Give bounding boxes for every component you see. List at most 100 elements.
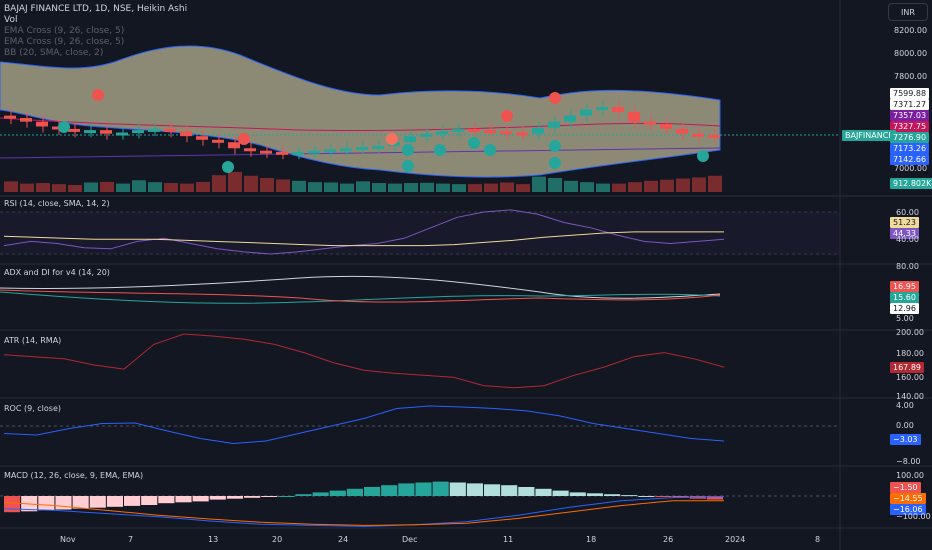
macd-axis-label: 100.00 xyxy=(896,471,924,480)
currency-button[interactable]: INR xyxy=(888,3,928,21)
signal-marker xyxy=(501,110,513,122)
legend-faded-1: EMA Cross (9, 26, close, 5) xyxy=(4,26,125,36)
candle xyxy=(372,145,384,149)
volume-bar xyxy=(100,181,114,192)
adx-label: ADX and DI for v4 (14, 20) xyxy=(4,268,110,277)
volume-bar xyxy=(580,182,594,192)
macd-hist-bar xyxy=(535,488,552,496)
chart-legend: BAJAJ FINANCE LTD, 1D, NSE, Heikin Ashi … xyxy=(4,4,187,59)
candle xyxy=(68,128,80,132)
macd-hist-bar xyxy=(621,495,638,497)
candle xyxy=(436,131,448,135)
macd-hist-bar xyxy=(124,496,141,506)
candle xyxy=(580,109,592,116)
macd-hist-bar xyxy=(655,496,672,497)
signal-marker xyxy=(58,121,70,133)
macd-hist-bar xyxy=(381,485,398,496)
volume-bar xyxy=(516,184,530,192)
legend-faded-3: BB (20, SMA, close, 2) xyxy=(4,48,104,58)
macd-hist-bar xyxy=(569,492,586,496)
time-axis-label: 18 xyxy=(586,535,597,544)
volume-bar xyxy=(388,183,402,192)
candle xyxy=(276,151,288,155)
roc-axis-label: −8.00 xyxy=(896,457,921,466)
price-tag: 7173.26 xyxy=(890,143,930,154)
macd-hist-bar xyxy=(261,496,278,497)
volume-tag: 912.802K xyxy=(890,178,932,189)
macd-hist-bar xyxy=(415,482,432,496)
signal-marker xyxy=(386,133,398,145)
atr-axis-label: 140.00 xyxy=(896,392,924,401)
signal-marker xyxy=(468,137,480,149)
adx-tag: 16.95 xyxy=(890,281,919,292)
volume-bar xyxy=(500,182,514,192)
rsi-pane xyxy=(0,209,840,255)
candle xyxy=(84,130,96,134)
macd-hist-bar xyxy=(586,493,603,496)
candle xyxy=(628,112,640,122)
price-axis-label: 8000.00 xyxy=(894,49,928,58)
candle xyxy=(116,132,128,136)
volume-bar xyxy=(612,183,626,192)
legend-faded-2: EMA Cross (9, 26, close, 5) xyxy=(4,37,125,47)
signal-marker xyxy=(549,92,561,104)
volume-bar xyxy=(4,181,18,192)
volume-bar xyxy=(404,183,418,192)
symbol-tag: BAJFINANCE xyxy=(842,130,897,141)
macd-hist-bar xyxy=(398,483,415,496)
price-axis-label: 7800.00 xyxy=(894,72,928,81)
candle xyxy=(180,131,192,137)
macd-hist-bar xyxy=(346,488,363,496)
adx-pane xyxy=(0,275,721,304)
candle xyxy=(484,130,496,134)
macd-hist-bar xyxy=(432,481,449,496)
price-tag: 7276.90 xyxy=(890,132,930,143)
volume-bar xyxy=(564,180,578,192)
volume-bar xyxy=(228,171,242,192)
adx-line xyxy=(0,275,721,299)
volume-bar xyxy=(420,182,434,192)
macd-hist-bar xyxy=(449,482,466,496)
volume-bar xyxy=(484,183,498,192)
volume-bar xyxy=(68,185,82,192)
price-axis-label: 7000.00 xyxy=(894,164,928,173)
candle xyxy=(292,151,304,155)
signal-marker xyxy=(92,89,104,101)
macd-hist-bar xyxy=(706,496,723,500)
price-axis-label: 8200.00 xyxy=(894,26,928,35)
candle xyxy=(20,118,32,122)
candle xyxy=(468,128,480,132)
roc-line xyxy=(3,405,725,445)
atr-line xyxy=(3,333,725,389)
rsi-label: RSI (14, close, SMA, 14, 2) xyxy=(4,199,110,208)
rsi-line xyxy=(3,209,725,255)
macd-hist-bar xyxy=(141,496,158,505)
volume-bar xyxy=(532,176,546,192)
candle xyxy=(660,124,672,129)
candle xyxy=(164,128,176,132)
time-axis-label: 7 xyxy=(128,535,134,544)
macd-hist-bar xyxy=(672,496,689,498)
atr-tag: 167.89 xyxy=(890,362,924,373)
volume-bar xyxy=(36,183,50,192)
volume-bar xyxy=(676,178,690,192)
rsi-tag: 44.33 xyxy=(890,228,919,239)
volume-bar xyxy=(84,182,98,192)
price-tag: 7599.88 xyxy=(890,88,930,99)
volume-bar xyxy=(164,183,178,192)
volume-bar xyxy=(52,184,66,192)
volume-bar xyxy=(244,175,258,192)
candle xyxy=(356,147,368,151)
macd-hist-bar xyxy=(158,496,175,504)
price-tag: 7142.66 xyxy=(890,154,930,165)
candle xyxy=(212,139,224,143)
rsi-sma-tag: 51.23 xyxy=(890,217,919,228)
macd-hist-bar xyxy=(604,494,621,496)
candle xyxy=(100,130,112,134)
candle xyxy=(4,115,16,119)
adx-tag: 12.96 xyxy=(890,303,919,314)
macd-hist-bar xyxy=(38,496,55,511)
volume-bar xyxy=(180,183,194,192)
volume-bar xyxy=(212,175,226,192)
